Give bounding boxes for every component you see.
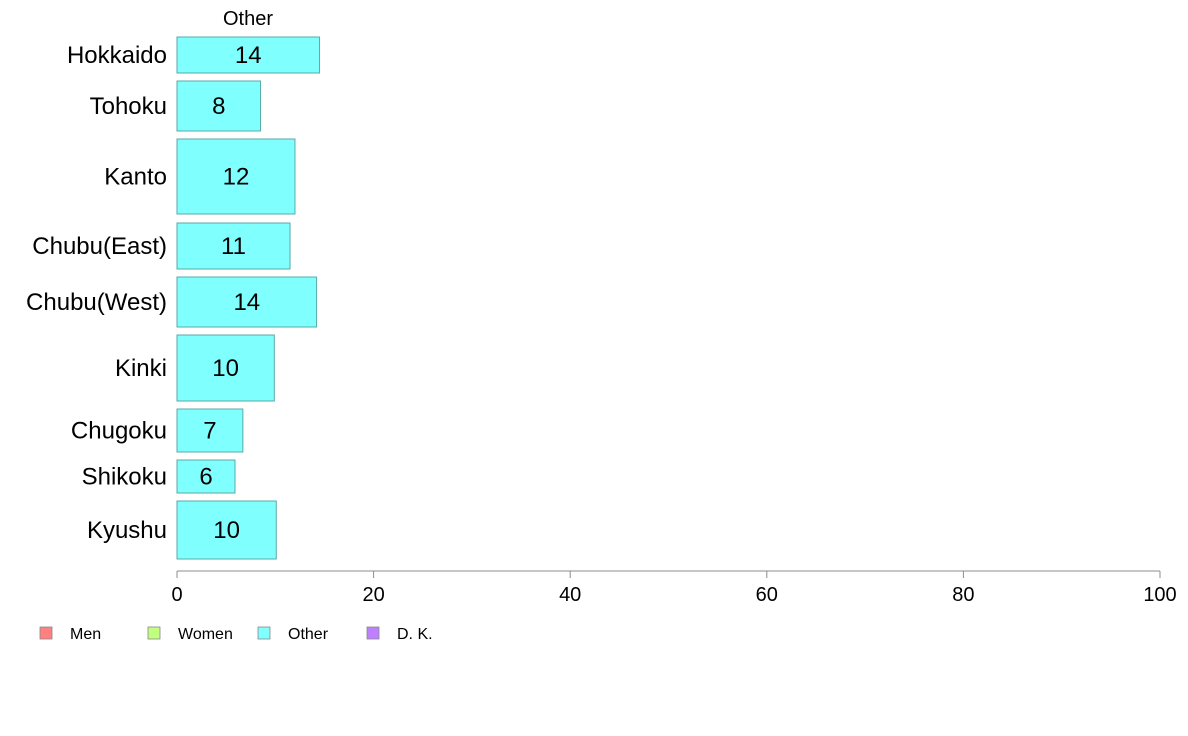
bar-value-label: 11 <box>221 233 246 260</box>
legend-label: D. K. <box>397 626 433 643</box>
category-label: Chugoku <box>71 418 167 445</box>
bar-value-label: 10 <box>213 517 240 544</box>
legend-label: Men <box>70 626 101 643</box>
panel-title: Other <box>223 8 273 30</box>
legend-swatch <box>147 626 161 640</box>
bar-chugoku <box>176 408 244 453</box>
bar-shikoku <box>176 459 236 494</box>
legend-swatch <box>257 626 271 640</box>
bar-tohoku <box>176 80 262 132</box>
legend-label: Women <box>178 626 233 643</box>
bar-value-label: 6 <box>199 464 212 491</box>
bar-value-label: 14 <box>235 42 262 69</box>
category-label: Chubu(East) <box>32 233 167 260</box>
bar-kinki <box>176 334 275 402</box>
category-label: Shikoku <box>82 464 167 491</box>
bar-value-label: 14 <box>233 289 260 316</box>
bar-hokkaido <box>176 36 321 74</box>
legend-label: Other <box>288 626 329 643</box>
x-tick-label: 80 <box>952 584 974 606</box>
category-labels: Hokkaido Tohoku Kanto Chubu(East) Chubu(West… <box>26 42 167 544</box>
bar-value-label: 12 <box>223 164 250 191</box>
bar-kyushu <box>176 500 277 560</box>
legend-swatch <box>39 626 53 640</box>
category-label: Kyushu <box>87 517 167 544</box>
category-label: Kinki <box>115 355 167 382</box>
x-tick-label: 20 <box>362 584 384 606</box>
legend-swatch <box>366 626 380 640</box>
x-tick-label: 0 <box>171 584 182 606</box>
bar-value-label: 8 <box>212 93 225 120</box>
x-axis: 0 20 40 60 80 100 <box>171 570 1177 606</box>
x-tick-label: 40 <box>559 584 581 606</box>
bar-value-label: 7 <box>203 418 216 445</box>
x-tick-label: 100 <box>1143 584 1176 606</box>
category-label: Hokkaido <box>67 42 167 69</box>
category-label: Tohoku <box>90 93 167 120</box>
category-label: Chubu(West) <box>26 289 167 316</box>
bar-kanto <box>176 138 296 215</box>
category-label: Kanto <box>104 164 167 191</box>
bar-chubu-east- <box>176 222 291 270</box>
legend: Men Women Other D. K. <box>39 626 433 643</box>
bar-value-label: 10 <box>212 355 239 382</box>
bar-chubu-west- <box>176 276 318 328</box>
x-tick-label: 60 <box>756 584 778 606</box>
